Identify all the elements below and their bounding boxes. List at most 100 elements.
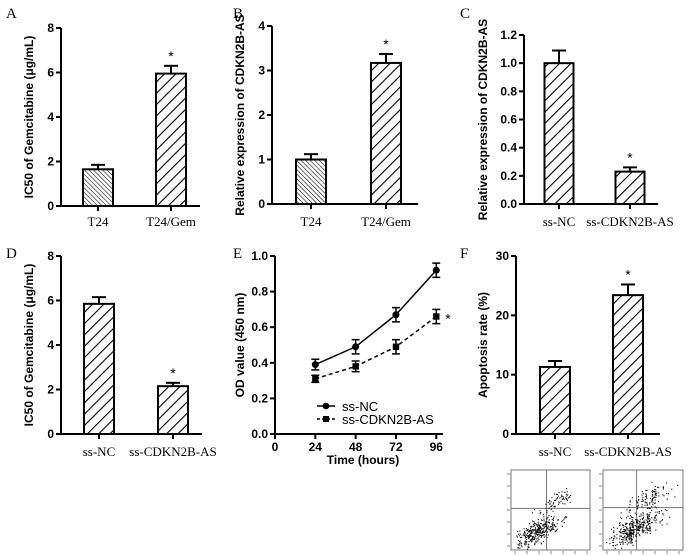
event-dot (531, 520, 533, 522)
event-dot (613, 530, 615, 532)
event-dot (537, 528, 539, 530)
event-dot (628, 537, 630, 539)
event-dot (531, 526, 533, 528)
bar-t24 (295, 158, 327, 205)
event-dot (666, 493, 668, 495)
event-dot (636, 523, 639, 525)
event-dot (644, 501, 646, 503)
event-dot (641, 506, 643, 508)
event-dot (642, 529, 644, 531)
event-dot (528, 547, 530, 549)
event-dot (626, 535, 628, 537)
event-dot (641, 494, 643, 496)
event-dot (545, 526, 547, 528)
event-dot (639, 519, 641, 521)
event-dot (538, 528, 540, 530)
event-dot (632, 524, 634, 526)
event-dot (524, 531, 526, 533)
event-dot (620, 531, 622, 533)
y-tick-label: 2 (47, 383, 54, 397)
event-dot (647, 529, 649, 532)
event-dot (613, 527, 615, 529)
event-dot (570, 494, 572, 497)
event-dot (618, 531, 620, 533)
event-dot (543, 527, 545, 529)
event-dot (542, 531, 544, 533)
event-dot (625, 532, 627, 534)
event-dot (631, 540, 633, 542)
event-dot (625, 523, 627, 525)
event-dot (626, 540, 628, 542)
event-dot (537, 540, 539, 542)
event-dot (519, 533, 521, 535)
event-dot (648, 507, 650, 509)
event-dot (649, 497, 651, 499)
event-dot (627, 535, 629, 537)
event-dot (639, 515, 641, 517)
event-dot (625, 538, 628, 540)
event-dot (649, 532, 651, 535)
event-dot (535, 532, 537, 534)
bar-t24-gem (155, 72, 187, 207)
event-dot (549, 502, 551, 504)
event-dot (526, 541, 528, 543)
event-dot (539, 530, 541, 532)
event-dot (649, 511, 651, 514)
event-dot (623, 537, 625, 539)
event-dot (620, 532, 622, 534)
event-dot (528, 523, 530, 525)
data-point (311, 361, 319, 369)
event-dot (657, 492, 659, 494)
y-tick-label: 4 (47, 110, 54, 124)
event-dot (646, 520, 648, 522)
event-dot (636, 520, 638, 522)
event-dot (623, 528, 625, 530)
event-dot (636, 508, 638, 510)
event-dot (565, 498, 567, 500)
event-dot (528, 535, 530, 537)
event-dot (650, 522, 653, 524)
event-dot (623, 533, 625, 535)
event-dot (652, 490, 654, 492)
event-dot (655, 491, 657, 493)
event-dot (538, 527, 540, 529)
event-dot (662, 519, 664, 521)
event-dot (642, 515, 644, 517)
event-dot (636, 527, 638, 529)
event-dot (628, 523, 630, 525)
event-dot (638, 521, 641, 523)
event-dot (548, 519, 550, 521)
event-dot (642, 532, 644, 534)
category-label: ss-NC (543, 214, 576, 229)
event-dot (668, 493, 670, 495)
event-dot (648, 515, 650, 517)
event-dot (649, 507, 651, 509)
event-dot (619, 524, 621, 526)
panel-letter: B (233, 6, 243, 22)
event-dot (527, 545, 529, 547)
x-tick-label: 0 (272, 440, 279, 454)
data-point (392, 343, 400, 350)
event-dot (522, 534, 524, 536)
event-dot (638, 522, 640, 524)
event-dot (637, 525, 639, 528)
event-dot (627, 533, 629, 536)
event-dot (517, 540, 519, 542)
event-dot (565, 515, 567, 518)
event-dot (629, 524, 631, 526)
event-dot (626, 526, 628, 528)
y-tick-label: 1.2 (500, 28, 517, 42)
event-dot (654, 493, 656, 495)
event-dot (642, 492, 644, 495)
event-dot (651, 493, 653, 495)
event-dot (564, 517, 566, 519)
event-dot (621, 538, 623, 540)
event-dot (553, 524, 555, 526)
event-dot (562, 495, 564, 497)
event-dot (627, 529, 629, 531)
event-dot (537, 519, 539, 521)
event-dot (539, 533, 541, 535)
y-tick-label: 0.8 (251, 285, 268, 299)
event-dot (632, 525, 634, 527)
